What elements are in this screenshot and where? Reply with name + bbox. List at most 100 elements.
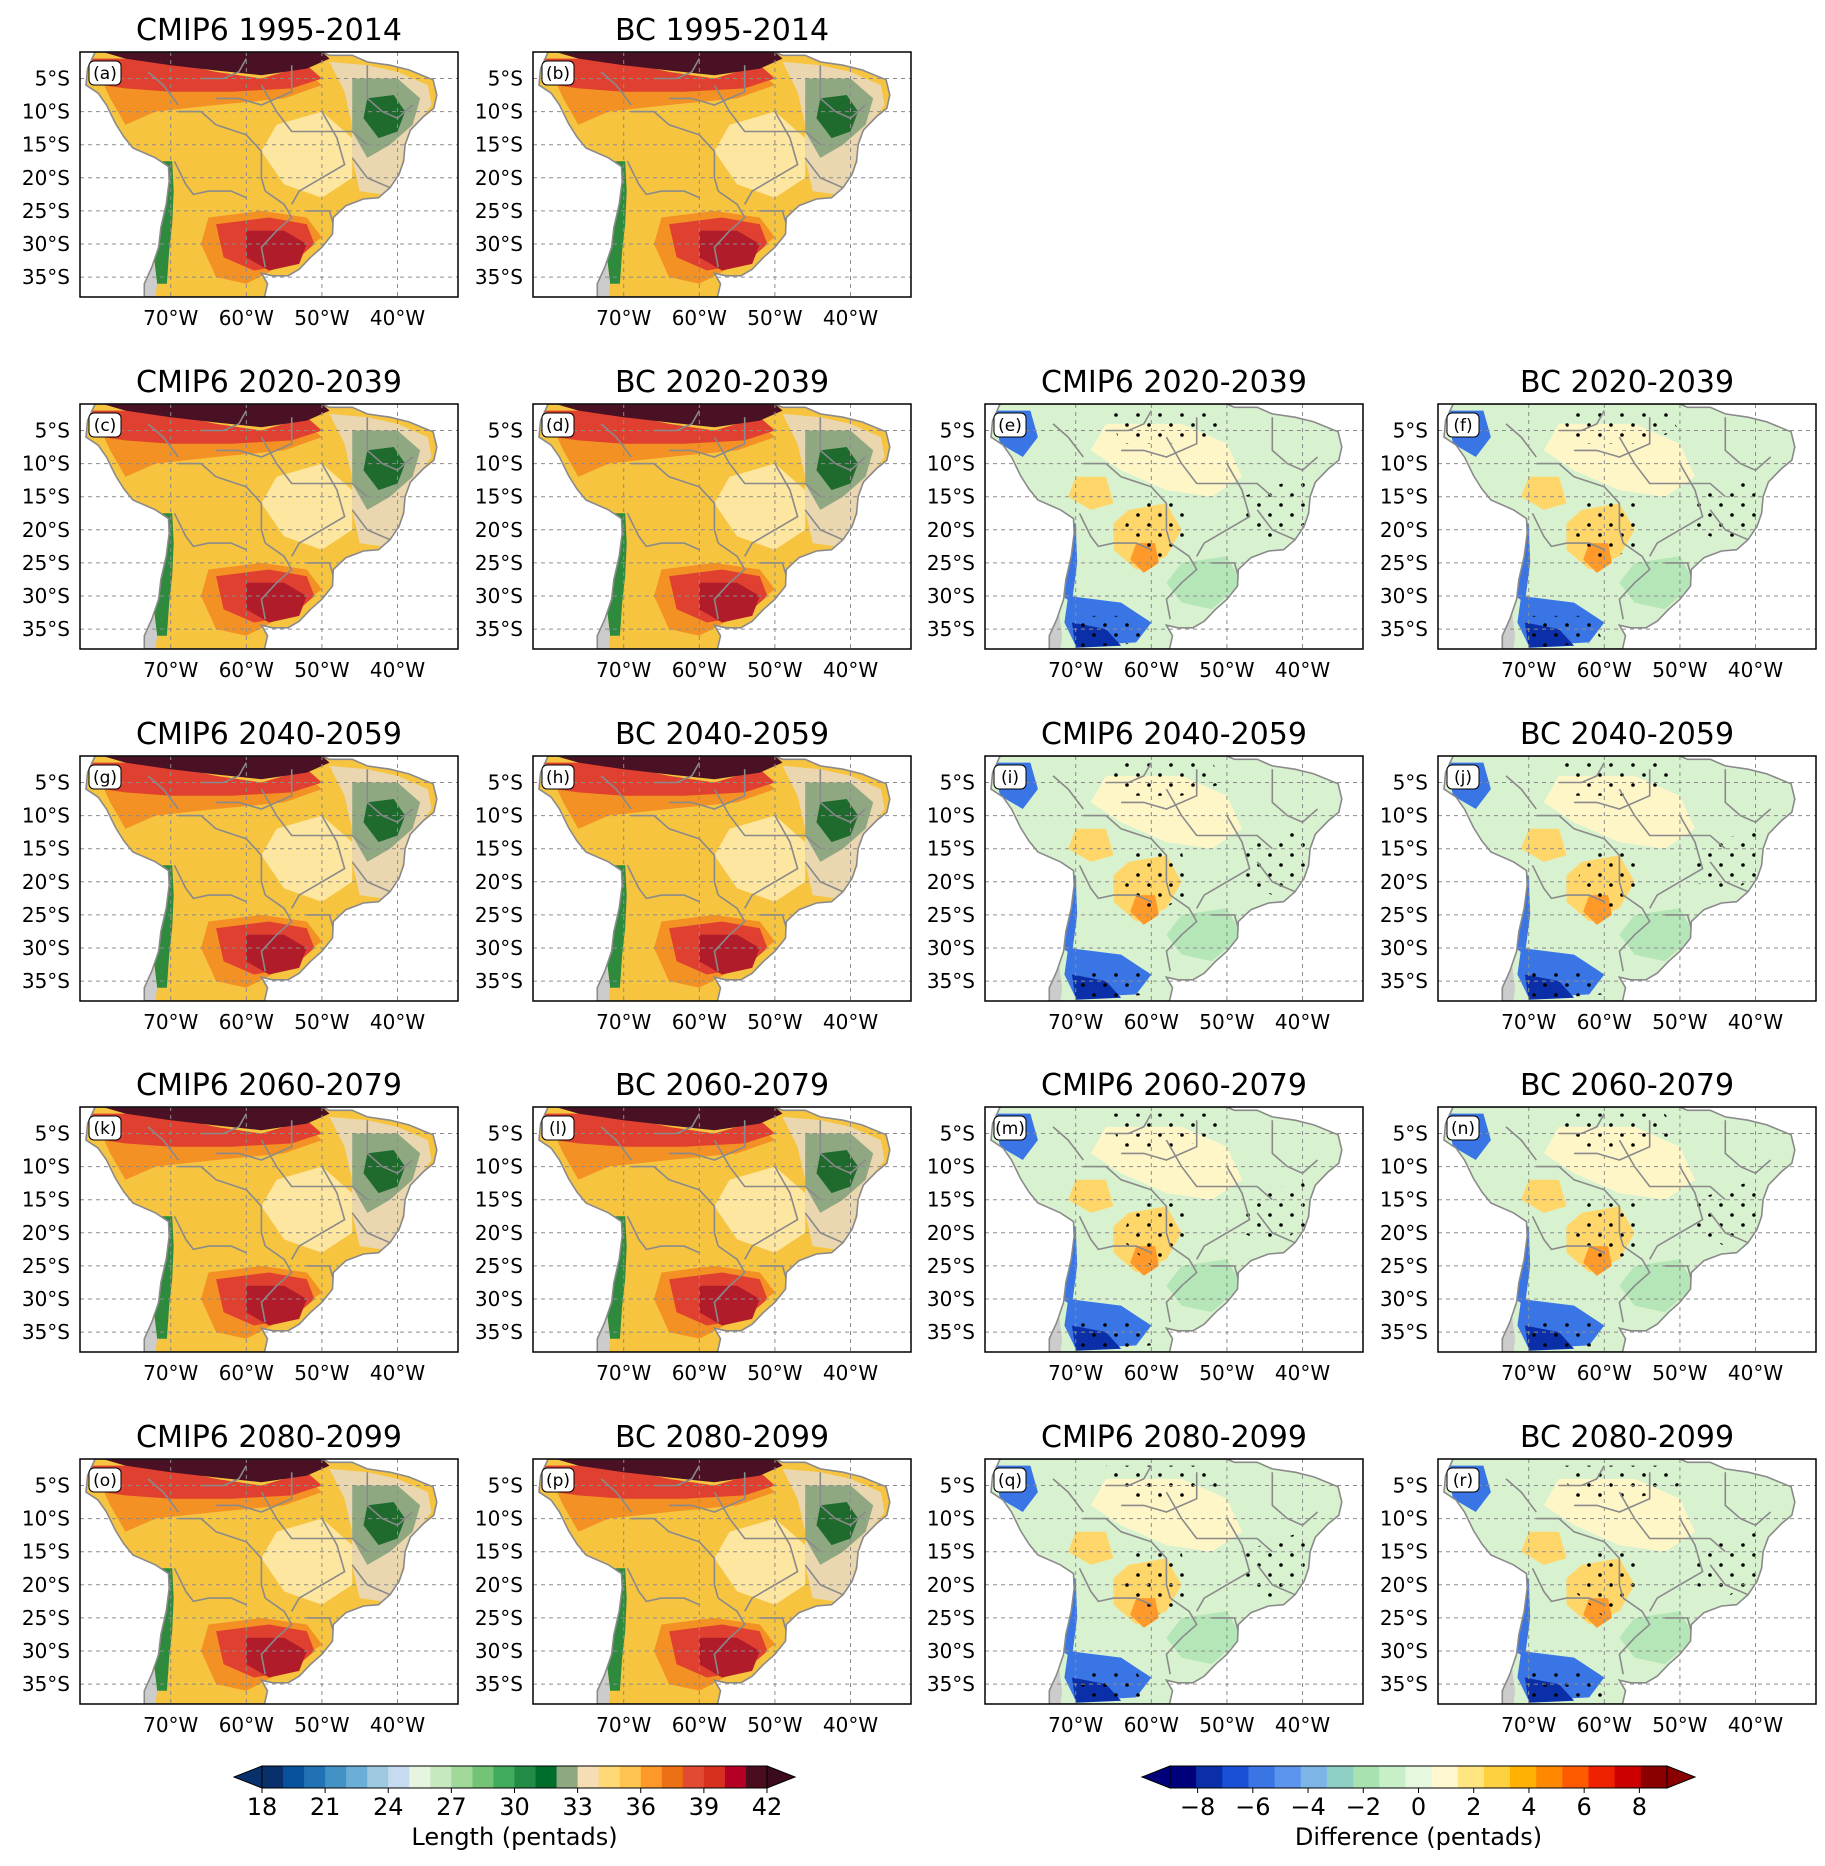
lat-tick-label: 35°S	[475, 265, 523, 289]
lat-tick-label: 10°S	[927, 804, 975, 828]
state-border	[713, 190, 746, 268]
shaded-region	[714, 815, 806, 902]
state-border	[744, 463, 799, 557]
state-border	[626, 1215, 700, 1254]
lon-tick-label: 50°W	[294, 658, 349, 682]
lat-tick-label: 20°S	[927, 870, 975, 894]
shaded-region	[87, 410, 322, 444]
state-border	[351, 861, 391, 893]
state-border	[1618, 1139, 1726, 1201]
lat-tick-label: 15°S	[475, 837, 523, 861]
lat-tick-label: 35°S	[475, 1672, 523, 1696]
lon-tick-label: 50°W	[1652, 658, 1707, 682]
coastline	[990, 756, 1343, 1001]
lon-tick-label: 70°W	[1501, 1010, 1556, 1034]
colorbar-swatch	[1483, 1766, 1511, 1788]
panel-label: (e)	[998, 416, 1022, 436]
state-border	[1574, 417, 1651, 458]
shaded-region	[102, 1459, 330, 1483]
panel-label: (a)	[93, 64, 117, 84]
lat-tick-label: 5°S	[35, 66, 70, 90]
lat-tick-label: 20°S	[927, 1221, 975, 1245]
state-border	[260, 84, 368, 146]
panel-label: (f)	[1453, 416, 1472, 436]
colorbar-swatch	[1222, 1766, 1249, 1788]
lat-tick-label: 35°S	[22, 969, 70, 993]
lat-tick-label: 30°S	[475, 584, 523, 608]
state-border	[1724, 1120, 1772, 1175]
colorbar-swatch	[388, 1766, 410, 1788]
lat-tick-label: 5°S	[488, 770, 523, 794]
colorbar-swatch	[1248, 1766, 1276, 1788]
panel-frame	[532, 1458, 912, 1705]
state-border	[669, 65, 746, 106]
lon-tick-label: 40°W	[370, 1010, 425, 1034]
lat-tick-label: 5°S	[1393, 418, 1428, 442]
colorbar-swatch	[1431, 1766, 1459, 1788]
state-border	[1505, 1126, 1537, 1161]
lat-tick-label: 5°S	[940, 1121, 975, 1145]
lat-tick-label: 10°S	[927, 1155, 975, 1179]
state-border	[1618, 542, 1651, 620]
coastline	[538, 52, 891, 297]
colorbar-swatch	[535, 1766, 558, 1788]
lon-tick-label: 50°W	[294, 1713, 349, 1737]
colorbar-label: Difference (pentads)	[1295, 1823, 1542, 1851]
panel-title: BC 2080-2099	[615, 1420, 829, 1455]
colorbar-tick-label: 30	[499, 1793, 530, 1821]
lat-tick-label: 5°S	[1393, 1121, 1428, 1145]
lat-tick-label: 15°S	[22, 837, 70, 861]
lon-tick-label: 40°W	[1728, 1010, 1783, 1034]
state-border	[1052, 423, 1084, 458]
lat-tick-label: 5°S	[488, 1121, 523, 1145]
state-border	[1121, 1120, 1198, 1161]
lat-tick-label: 10°S	[22, 100, 70, 124]
shaded-region	[699, 1285, 760, 1326]
shaded-region	[555, 756, 783, 780]
lat-tick-label: 25°S	[22, 903, 70, 927]
lon-tick-label: 50°W	[1652, 1361, 1707, 1385]
state-border	[1121, 1472, 1198, 1513]
lat-tick-label: 15°S	[22, 133, 70, 157]
state-border	[1271, 769, 1319, 824]
lat-tick-label: 5°S	[488, 418, 523, 442]
lon-tick-label: 40°W	[823, 658, 878, 682]
state-border	[1574, 769, 1651, 810]
colorbar-swatch	[1326, 1766, 1354, 1788]
panel-title: CMIP6 2080-2099	[136, 1420, 402, 1455]
lat-tick-label: 35°S	[1380, 969, 1428, 993]
lon-tick-label: 60°W	[1124, 1361, 1179, 1385]
colorbar-swatch	[598, 1766, 621, 1788]
state-border	[173, 864, 247, 903]
lon-tick-label: 60°W	[219, 306, 274, 330]
shaded-region	[87, 762, 322, 796]
significance-stipple	[1075, 615, 1152, 648]
state-border	[291, 1518, 346, 1612]
state-border	[1531, 1215, 1605, 1254]
colorbar-tick-label: 39	[689, 1793, 720, 1821]
shaded-region	[1521, 828, 1567, 862]
map-panel: (q) CMIP6 2080-2099 5°S 10°S 15°S 20°S 25°S 30°…	[927, 1420, 1364, 1737]
coastline	[85, 1459, 438, 1704]
lon-tick-label: 40°W	[370, 1713, 425, 1737]
lon-tick-label: 40°W	[823, 1713, 878, 1737]
state-border	[1078, 1215, 1152, 1254]
lat-tick-label: 25°S	[475, 1606, 523, 1630]
state-border	[1709, 1564, 1749, 1596]
state-border	[1165, 436, 1273, 498]
shaded-region	[816, 1150, 859, 1194]
state-border	[1165, 788, 1273, 850]
panel-frame	[1437, 755, 1817, 1002]
shaded-region	[261, 1518, 353, 1605]
lat-tick-label: 30°S	[1380, 1639, 1428, 1663]
shaded-region	[714, 463, 806, 550]
panel-frame	[532, 51, 912, 298]
lat-tick-label: 5°S	[488, 1473, 523, 1497]
panel-label-box	[1446, 764, 1480, 790]
state-border	[351, 1212, 391, 1244]
state-border	[260, 788, 368, 850]
state-border	[1121, 417, 1198, 458]
state-border	[713, 894, 746, 972]
state-border	[1531, 864, 1605, 903]
significance-stipple	[1075, 1318, 1152, 1351]
